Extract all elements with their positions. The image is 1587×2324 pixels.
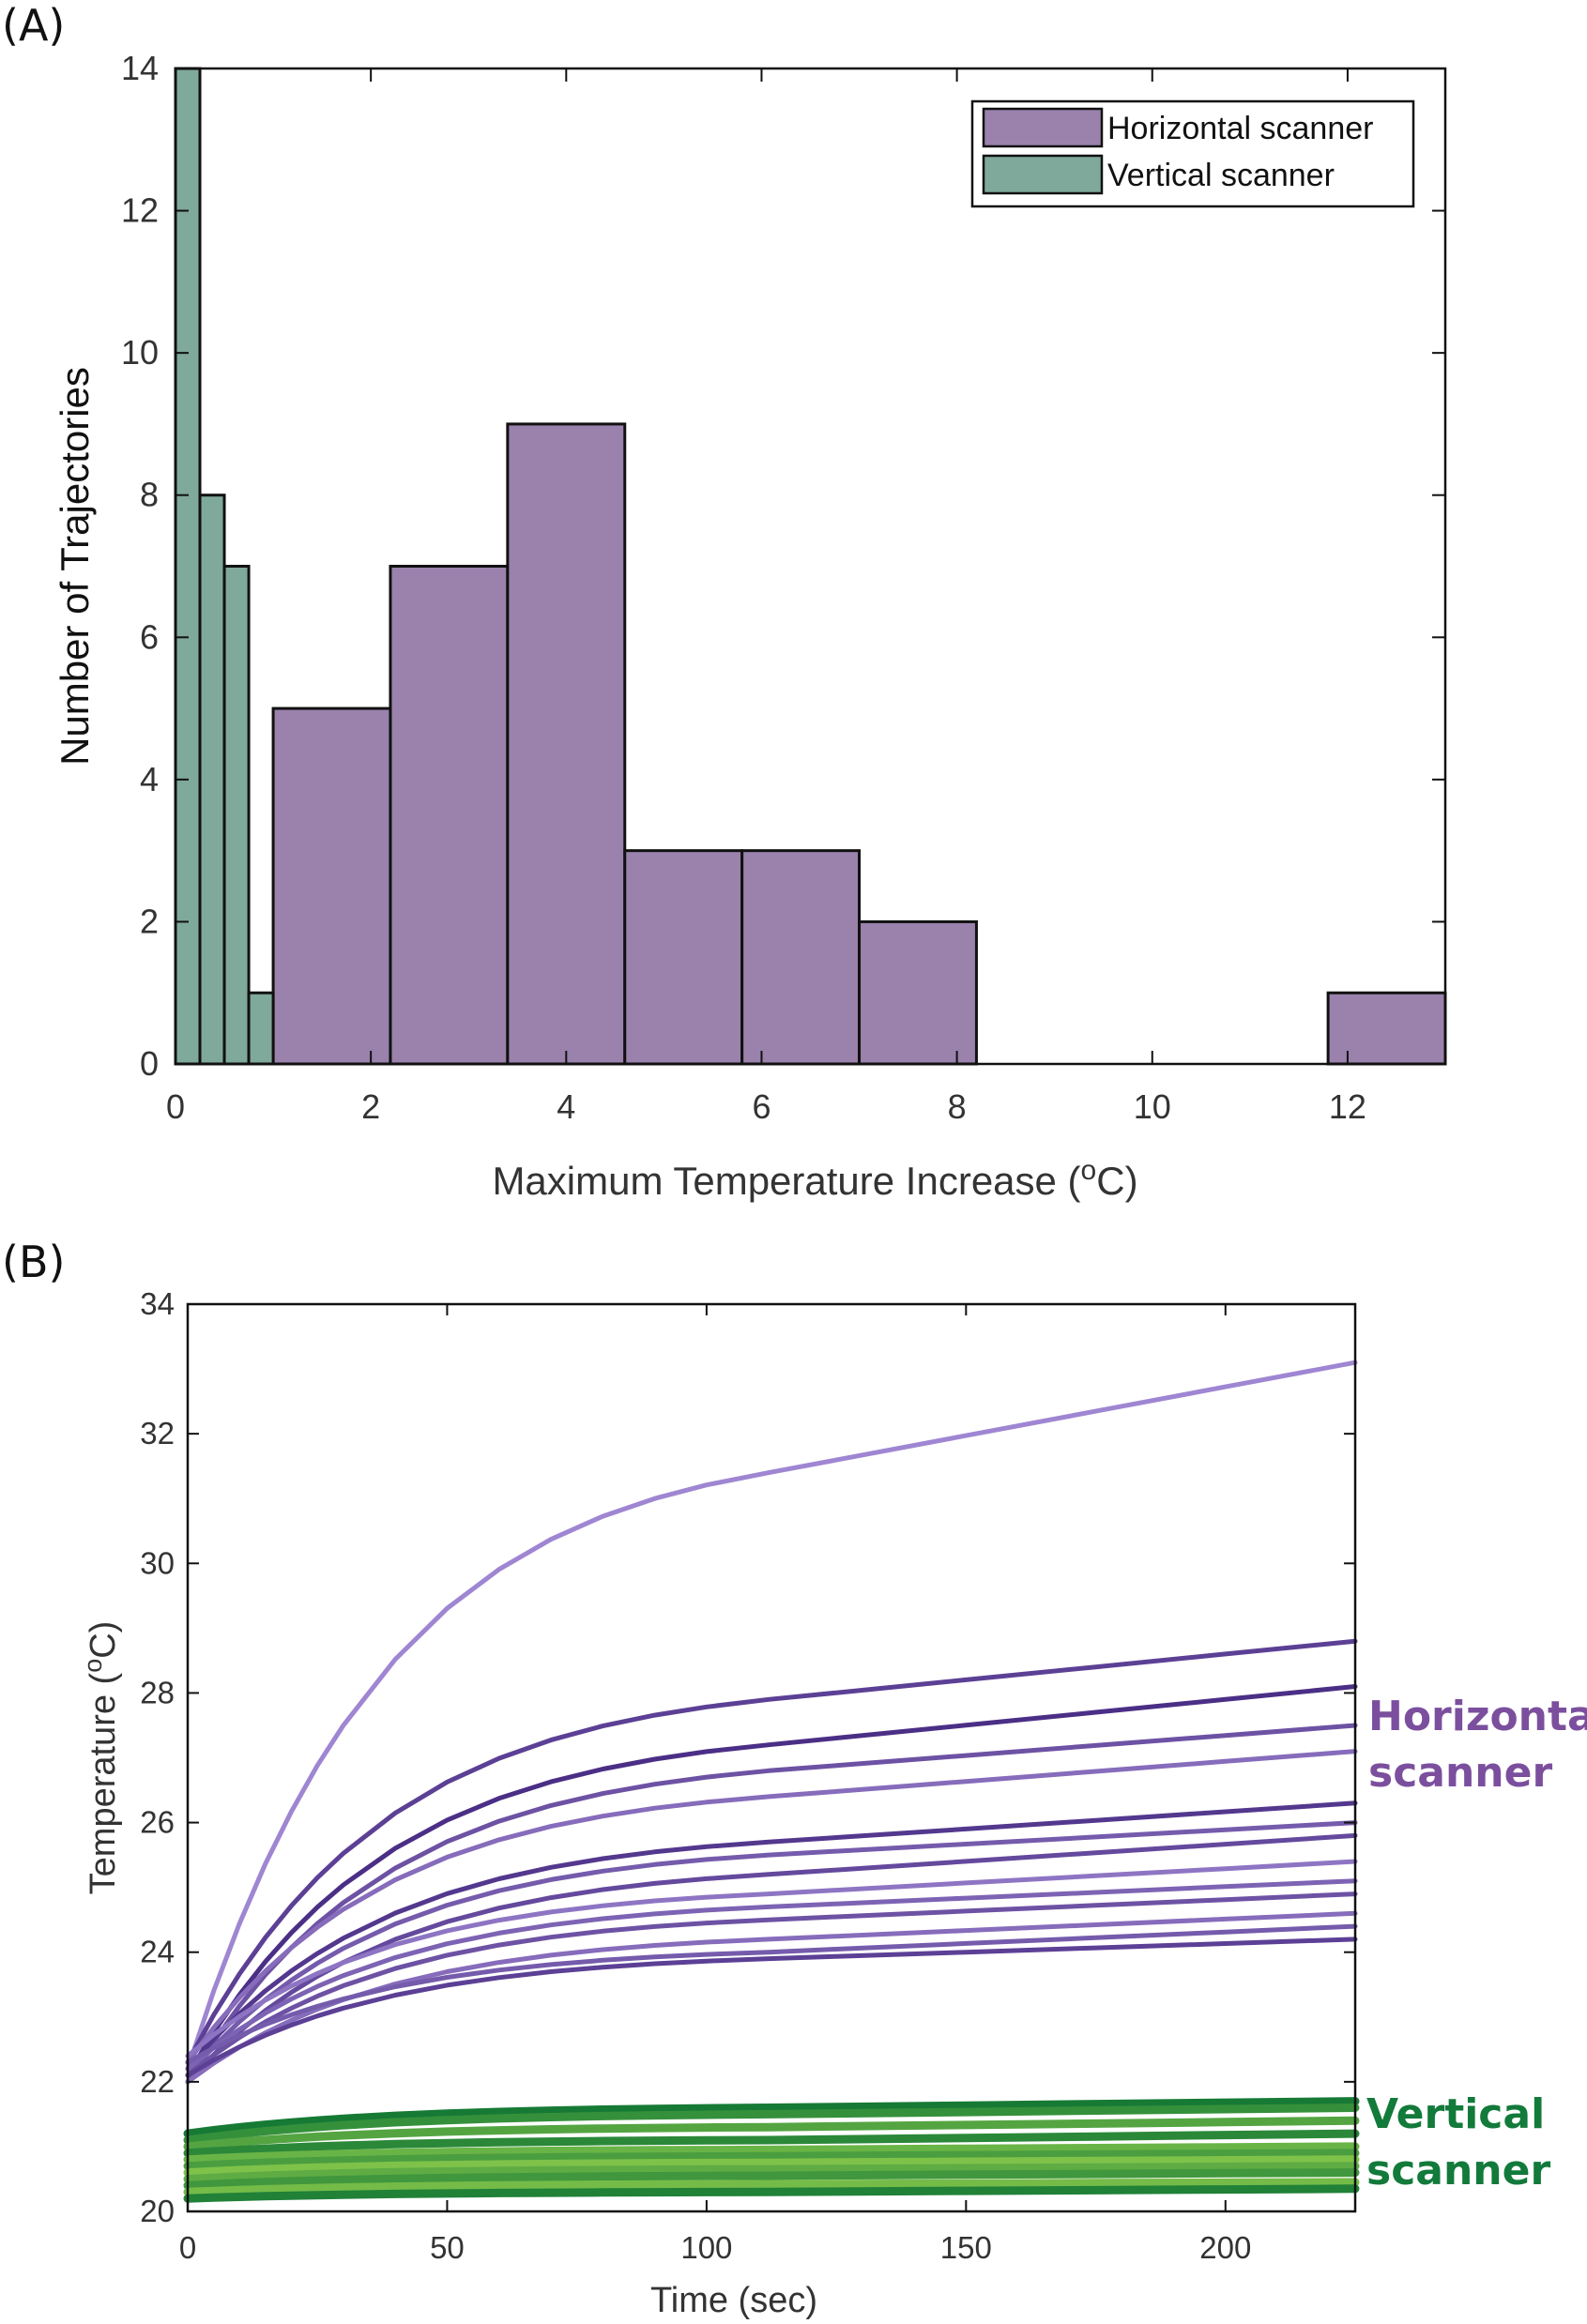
x-tick-label: 50	[430, 2230, 465, 2265]
y-tick-label: 34	[140, 1286, 175, 1321]
horizontal-scanner-label-line1: Horizontal	[1368, 1693, 1587, 1740]
x-tick-label: 200	[1199, 2230, 1251, 2265]
horizontal-trajectory-7	[185, 1832, 1358, 2085]
y-tick-label: 14	[121, 49, 159, 87]
legend-swatch-0	[982, 107, 1104, 148]
y-tick-label: 0	[140, 1044, 159, 1083]
x-tick-label: 0	[166, 1087, 185, 1126]
x-tick-label: 10	[1134, 1087, 1171, 1126]
vertical-scanner-label: Vertical scanner	[1366, 2087, 1550, 2199]
horizontal-trajectory-10	[185, 1891, 1358, 2078]
horizontal-scanner-label-line2: scanner	[1368, 1749, 1553, 1797]
y-tick-label: 2	[140, 902, 159, 940]
x-tick-label: 6	[752, 1087, 771, 1126]
horizontal-bar-4	[740, 849, 862, 1066]
vertical-trajectory-18	[183, 2142, 1360, 2165]
y-tick-label: 32	[140, 1416, 175, 1451]
vertical-trajectory-19	[183, 2149, 1360, 2171]
vertical-trajectory-20	[183, 2155, 1360, 2178]
vertical-trajectory-17	[183, 2129, 1360, 2158]
x-tick-label: 100	[680, 2230, 732, 2265]
plot-frame	[174, 67, 1447, 1066]
y-tick-label: 26	[140, 1805, 175, 1840]
x-axis-label: Time (sec)	[650, 2281, 817, 2320]
vertical-trajectory-23	[183, 2178, 1360, 2196]
horizontal-bar-5	[858, 919, 978, 1066]
vertical-scanner-label-line2: scanner	[1366, 2147, 1551, 2195]
horizontal-trajectory-2	[185, 1684, 1358, 2078]
horizontal-trajectory-9	[185, 1878, 1358, 2072]
vertical-trajectory-24	[183, 2184, 1360, 2203]
horizontal-trajectory-5	[185, 1800, 1358, 2072]
histogram-chart: 0 2 4 6 8 10 12 0 2 4 6 8 10 12 14 Maximum Temperature …	[53, 49, 1447, 1203]
panel-b-label: (B)	[2, 1237, 66, 1287]
y-tick-label: 24	[140, 1935, 175, 1969]
horizontal-bar-2	[506, 422, 627, 1066]
horizontal-trajectory-13	[185, 1937, 1358, 2078]
vertical-bar-3	[247, 991, 275, 1066]
horizontal-bar-9	[1326, 991, 1447, 1066]
x-axis-label: Maximum Temperature Increase (oC)	[492, 1155, 1137, 1203]
vertical-bar-2	[222, 565, 251, 1066]
vertical-bar-0	[174, 67, 202, 1066]
y-tick-label: 6	[140, 617, 159, 656]
y-tick-label: 20	[140, 2194, 175, 2228]
y-tick-label: 30	[140, 1545, 175, 1580]
horizontal-trajectory-0	[185, 1359, 1358, 2072]
temperature-line-chart: 0 50 100 150 200 20 22 24 26 28 30 32 34 Time (sec) Te…	[79, 1286, 1360, 2320]
x-tick-label: 8	[948, 1087, 967, 1126]
vertical-trajectory-14	[183, 2097, 1360, 2138]
vertical-trajectory-16	[183, 2116, 1360, 2151]
vertical-trajectory-15	[183, 2104, 1360, 2145]
panel-a-label: (A)	[2, 0, 66, 51]
vertical-bar-1	[198, 494, 226, 1066]
plot-frame	[186, 1302, 1357, 2213]
y-axis-label: Temperature (oC)	[79, 1621, 123, 1895]
horizontal-scanner-label: Horizontal scanner	[1368, 1689, 1587, 1801]
horizontal-trajectory-12	[185, 1923, 1358, 2065]
y-tick-label: 8	[140, 476, 159, 514]
plot-background	[188, 1304, 1355, 2211]
x-tick-label: 0	[179, 2230, 196, 2265]
y-tick-label: 12	[121, 191, 159, 230]
vertical-scanner-label-line1: Vertical	[1366, 2090, 1546, 2138]
y-axis-label: Number of Trajectories	[53, 367, 97, 766]
horizontal-trajectory-1	[185, 1638, 1358, 2065]
horizontal-bar-0	[271, 706, 392, 1066]
horizontal-trajectory-8	[185, 1859, 1358, 2058]
y-tick-label: 22	[140, 2064, 175, 2099]
horizontal-trajectory-11	[185, 1910, 1358, 2085]
legend-label-0: Horizontal scanner	[1107, 111, 1373, 146]
x-tick-label: 12	[1329, 1087, 1366, 1126]
vertical-trajectory-22	[183, 2168, 1360, 2190]
y-tick-label: 10	[121, 333, 159, 372]
x-tick-label: 4	[557, 1087, 575, 1126]
legend-label-1: Vertical scanner	[1107, 158, 1335, 193]
legend-swatch-1	[982, 154, 1104, 195]
vertical-trajectory-21	[183, 2162, 1360, 2183]
horizontal-bar-3	[623, 849, 744, 1066]
y-tick-label: 28	[140, 1675, 175, 1709]
x-tick-label: 150	[940, 2230, 992, 2265]
y-tick-label: 4	[140, 760, 159, 798]
x-tick-label: 2	[361, 1087, 380, 1126]
horizontal-trajectory-4	[185, 1749, 1358, 2065]
horizontal-bar-1	[389, 565, 510, 1066]
